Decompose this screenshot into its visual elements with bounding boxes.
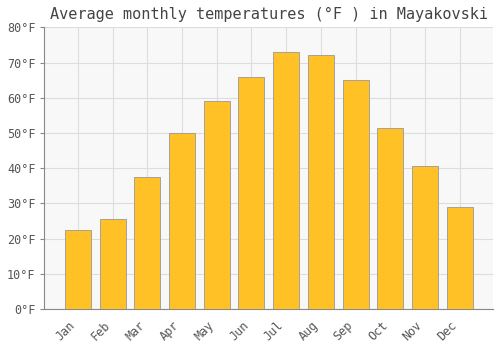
Bar <box>446 207 472 309</box>
Bar <box>238 77 264 309</box>
Bar <box>377 128 404 309</box>
Bar <box>412 166 438 309</box>
Bar <box>342 80 368 309</box>
Bar <box>273 52 299 309</box>
Bar <box>204 101 230 309</box>
Bar <box>100 219 126 309</box>
Bar <box>308 55 334 309</box>
Title: Average monthly temperatures (°F ) in Mayakovski: Average monthly temperatures (°F ) in Ma… <box>50 7 488 22</box>
Bar <box>134 177 160 309</box>
Bar <box>65 230 91 309</box>
Bar <box>169 133 195 309</box>
